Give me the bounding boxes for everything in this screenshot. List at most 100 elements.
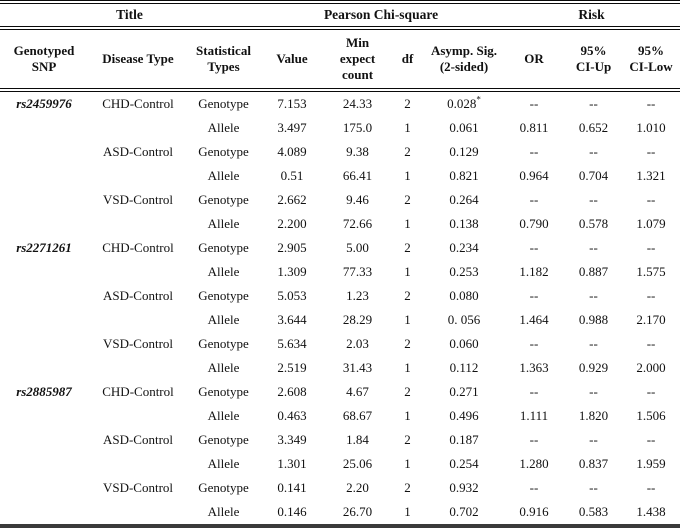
cell-df: 2 bbox=[404, 192, 411, 207]
table-row: Allele 3.497 175.0 1 0.061 0.811 0.652 1.010 bbox=[0, 116, 680, 140]
table-row: rs2885987 CHD-Control Genotype 2.608 4.67 2 0.… bbox=[0, 380, 680, 404]
cell-value: 0.146 bbox=[277, 504, 307, 519]
col-header-genotyped-snp: Genotyped SNP bbox=[0, 28, 88, 92]
cell-ci-up: 0.652 bbox=[578, 120, 609, 135]
cell-asymp-sig: 0.702 bbox=[449, 504, 479, 519]
cell-asymp-sig: 0.932 bbox=[449, 480, 479, 495]
cell-ci-up: 0.929 bbox=[578, 360, 609, 375]
cell-min-expect-count: 175.0 bbox=[342, 120, 373, 135]
cell-or: 1.280 bbox=[519, 456, 549, 471]
cell-genotyped-snp bbox=[0, 284, 88, 308]
table-row: VSD-Control Genotype 0.141 2.20 2 0.932 -- -- -- bbox=[0, 476, 680, 500]
cell-ci-up: 0.583 bbox=[578, 504, 609, 519]
cell-genotyped-snp bbox=[0, 356, 88, 380]
table-row: Allele 2.200 72.66 1 0.138 0.790 0.578 1.079 bbox=[0, 212, 680, 236]
cell-value: 3.349 bbox=[277, 432, 307, 447]
cell-genotyped-snp bbox=[0, 308, 88, 332]
cell-value: 4.089 bbox=[277, 144, 307, 159]
cell-ci-low: -- bbox=[646, 480, 656, 495]
cell-asymp-sig: 0.234 bbox=[449, 240, 479, 255]
col-header-min-expect-count: Min expect count bbox=[325, 28, 390, 92]
cell-or: -- bbox=[529, 192, 539, 207]
cell-statistical-type: Genotype bbox=[198, 96, 249, 111]
col-header-statistical-types: Statistical Types bbox=[188, 28, 259, 92]
cell-genotyped-snp bbox=[0, 428, 88, 452]
cell-value: 2.608 bbox=[277, 384, 307, 399]
cell-genotyped-snp bbox=[0, 212, 88, 236]
col-header-disease-type: Disease Type bbox=[88, 28, 188, 92]
cell-ci-up: 0.578 bbox=[578, 216, 609, 231]
cell-df: 1 bbox=[404, 504, 411, 519]
cell-asymp-sig: 0.129 bbox=[449, 144, 479, 159]
cell-statistical-type: Genotype bbox=[198, 432, 249, 447]
cell-statistical-type: Allele bbox=[207, 216, 240, 231]
cell-statistical-type: Genotype bbox=[198, 480, 249, 495]
table-row: ASD-Control Genotype 5.053 1.23 2 0.080 -- -- -- bbox=[0, 284, 680, 308]
cell-min-expect-count: 5.00 bbox=[346, 240, 369, 255]
cell-ci-low: -- bbox=[646, 288, 656, 303]
cell-or: 1.464 bbox=[519, 312, 549, 327]
cell-df: 2 bbox=[404, 240, 411, 255]
cell-statistical-type: Genotype bbox=[198, 192, 249, 207]
cell-df: 1 bbox=[404, 408, 411, 423]
cell-or: 1.363 bbox=[519, 360, 549, 375]
cell-df: 2 bbox=[404, 336, 411, 351]
col-header-95-ci-low: 95% CI-Low bbox=[622, 28, 680, 92]
cell-ci-low: 1.506 bbox=[636, 408, 666, 423]
cell-value: 1.309 bbox=[277, 264, 307, 279]
cell-value: 3.644 bbox=[277, 312, 307, 327]
cell-min-expect-count: 9.46 bbox=[346, 192, 369, 207]
col-header-value: Value bbox=[259, 28, 325, 92]
cell-asymp-sig: 0.496 bbox=[449, 408, 479, 423]
cell-statistical-type: Allele bbox=[207, 264, 240, 279]
cell-statistical-type: Genotype bbox=[198, 144, 249, 159]
cell-df: 1 bbox=[404, 456, 411, 471]
cell-df: 1 bbox=[404, 264, 411, 279]
cell-value: 0.141 bbox=[277, 480, 307, 495]
cell-df: 2 bbox=[404, 288, 411, 303]
cell-statistical-type: Allele bbox=[207, 504, 240, 519]
cell-min-expect-count: 28.29 bbox=[342, 312, 373, 327]
column-header-row: Genotyped SNP Disease Type Statistical T… bbox=[0, 28, 680, 92]
cell-min-expect-count: 66.41 bbox=[342, 168, 373, 183]
group-header-risk: Risk bbox=[503, 2, 680, 30]
cell-value: 7.153 bbox=[277, 96, 307, 111]
cell-genotyped-snp bbox=[0, 500, 88, 526]
cell-disease-type: VSD-Control bbox=[102, 192, 174, 207]
cell-value: 2.662 bbox=[277, 192, 307, 207]
cell-or: 1.111 bbox=[519, 408, 549, 423]
table-row: ASD-Control Genotype 3.349 1.84 2 0.187 -- -- -- bbox=[0, 428, 680, 452]
cell-statistical-type: Allele bbox=[207, 408, 240, 423]
table-row: Allele 3.644 28.29 1 0. 056 1.464 0.988 2.170 bbox=[0, 308, 680, 332]
cell-disease-type bbox=[88, 452, 188, 476]
cell-genotyped-snp bbox=[0, 452, 88, 476]
cell-df: 2 bbox=[404, 432, 411, 447]
cell-or: -- bbox=[529, 240, 539, 255]
cell-or: -- bbox=[529, 144, 539, 159]
table-row: Allele 0.463 68.67 1 0.496 1.111 1.820 1.506 bbox=[0, 404, 680, 428]
cell-disease-type bbox=[88, 212, 188, 236]
cell-ci-up: 0.887 bbox=[578, 264, 609, 279]
cell-ci-up: -- bbox=[589, 384, 598, 399]
cell-disease-type bbox=[88, 260, 188, 284]
cell-disease-type bbox=[88, 500, 188, 526]
cell-disease-type bbox=[88, 164, 188, 188]
cell-min-expect-count: 68.67 bbox=[342, 408, 373, 423]
cell-or: 0.790 bbox=[519, 216, 549, 231]
cell-disease-type: ASD-Control bbox=[102, 144, 174, 159]
cell-genotyped-snp: rs2885987 bbox=[16, 384, 72, 399]
cell-value: 5.053 bbox=[277, 288, 307, 303]
cell-min-expect-count: 4.67 bbox=[346, 384, 369, 399]
cell-or: -- bbox=[529, 480, 539, 495]
cell-genotyped-snp bbox=[0, 188, 88, 212]
col-header-df: df bbox=[390, 28, 425, 92]
cell-ci-up: -- bbox=[589, 480, 598, 495]
cell-disease-type: CHD-Control bbox=[102, 240, 174, 255]
cell-asymp-sig: 0.061 bbox=[449, 120, 479, 135]
cell-asymp-sig: 0.187 bbox=[449, 432, 479, 447]
cell-asymp-sig: 0.271 bbox=[449, 384, 479, 399]
cell-value: 0.51 bbox=[280, 168, 304, 183]
cell-min-expect-count: 72.66 bbox=[342, 216, 373, 231]
